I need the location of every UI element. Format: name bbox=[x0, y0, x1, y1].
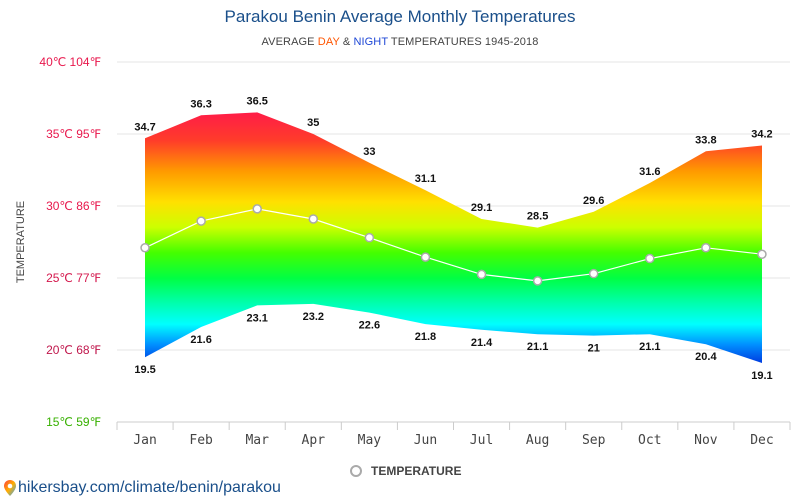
night-value-label: 21 bbox=[588, 343, 600, 355]
day-value-label: 28.5 bbox=[527, 211, 548, 223]
chart-subtitle: AVERAGE DAY & NIGHT TEMPERATURES 1945-20… bbox=[0, 36, 800, 48]
subtitle-amp: & bbox=[339, 36, 354, 48]
y-tick-label: 35℃ 95℉ bbox=[46, 127, 101, 141]
day-value-label: 33 bbox=[363, 146, 375, 158]
legend[interactable]: TEMPERATURE bbox=[350, 464, 461, 478]
average-marker bbox=[645, 253, 655, 264]
night-value-label: 21.1 bbox=[639, 341, 660, 353]
average-marker bbox=[757, 249, 767, 259]
night-value-label: 19.1 bbox=[751, 370, 772, 382]
average-marker bbox=[140, 243, 150, 253]
y-axis-ticks: 40℃ 104℉ 35℃ 95℉ 30℃ 86℉ 25℃ 77℉ 20℃ 68℉ 15℃ … bbox=[39, 55, 101, 429]
day-value-label: 29.1 bbox=[471, 202, 492, 214]
x-tick-label: Dec bbox=[750, 433, 773, 448]
y-tick-label: 30℃ 86℉ bbox=[46, 199, 101, 213]
x-tick-label: Jul bbox=[470, 433, 493, 448]
x-tick-label: May bbox=[358, 433, 382, 448]
day-value-label: 29.6 bbox=[583, 195, 604, 207]
average-temperature-line bbox=[144, 208, 763, 282]
average-marker bbox=[532, 276, 543, 286]
day-night-band bbox=[145, 112, 762, 364]
chart-title: Parakou Benin Average Monthly Temperatur… bbox=[224, 7, 576, 26]
average-marker bbox=[588, 268, 599, 279]
average-marker bbox=[196, 216, 206, 226]
average-marker bbox=[308, 214, 319, 224]
x-tick-label: Sep bbox=[582, 433, 606, 448]
day-value-label: 34.7 bbox=[134, 121, 155, 133]
day-value-label: 31.6 bbox=[639, 166, 660, 178]
x-tick-label: Nov bbox=[694, 433, 718, 448]
legend-marker-icon bbox=[350, 465, 362, 477]
legend-label: TEMPERATURE bbox=[371, 464, 462, 478]
subtitle-prefix: AVERAGE bbox=[261, 36, 318, 48]
day-value-label: 33.8 bbox=[695, 134, 716, 146]
average-marker bbox=[364, 232, 375, 243]
day-value-label: 31.1 bbox=[415, 173, 436, 185]
average-marker bbox=[476, 269, 487, 280]
map-pin-icon bbox=[4, 480, 16, 496]
day-value-label: 36.3 bbox=[190, 98, 211, 110]
day-value-label: 35 bbox=[307, 117, 319, 129]
source-link-text: hikersbay.com/climate/benin/parakou bbox=[18, 479, 281, 496]
y-tick-label: 20℃ 68℉ bbox=[46, 343, 101, 357]
y-axis-title: TEMPERATURE bbox=[15, 201, 27, 283]
night-value-label: 19.5 bbox=[134, 364, 155, 376]
x-tick-label: Oct bbox=[638, 433, 661, 448]
x-tick-label: Aug bbox=[526, 433, 549, 448]
average-marker bbox=[252, 204, 262, 214]
average-marker bbox=[701, 243, 711, 253]
x-axis-ticks: Jan Feb Mar Apr May Jun Jul Aug Sep Oct Nov Dec bbox=[133, 433, 773, 448]
x-tick-label: Feb bbox=[189, 433, 213, 448]
night-value-label: 23.1 bbox=[246, 312, 267, 324]
x-tick-label: Jan bbox=[133, 433, 156, 448]
y-tick-label: 15℃ 59℉ bbox=[46, 415, 101, 429]
x-tick-label: Apr bbox=[302, 433, 326, 448]
subtitle-night: NIGHT bbox=[353, 36, 388, 48]
average-markers bbox=[140, 204, 767, 286]
night-value-label: 21.6 bbox=[190, 334, 211, 346]
y-tick-label: 25℃ 77℉ bbox=[46, 271, 101, 285]
subtitle-suffix: TEMPERATURES 1945-2018 bbox=[387, 36, 539, 48]
night-value-label: 21.8 bbox=[415, 331, 436, 343]
average-marker bbox=[420, 252, 431, 262]
x-tick-label: Jun bbox=[414, 433, 437, 448]
day-value-label: 34.2 bbox=[751, 129, 772, 141]
night-value-label: 22.6 bbox=[359, 320, 380, 332]
night-value-label: 21.1 bbox=[527, 341, 548, 353]
day-value-labels: 34.7 36.3 36.5 35 33 31.1 29.1 28.5 29.6 31.6 33.8… bbox=[134, 95, 772, 222]
night-value-label: 23.2 bbox=[303, 311, 324, 323]
night-value-labels: 19.5 21.6 23.1 23.2 22.6 21.8 21.4 21.1 21 21.1 20… bbox=[134, 311, 772, 382]
source-link[interactable]: hikersbay.com/climate/benin/parakou bbox=[3, 479, 281, 497]
y-tick-label: 40℃ 104℉ bbox=[39, 55, 101, 69]
subtitle-day: DAY bbox=[317, 36, 340, 48]
night-value-label: 21.4 bbox=[471, 337, 493, 349]
day-value-label: 36.5 bbox=[246, 95, 267, 107]
night-value-label: 20.4 bbox=[695, 351, 717, 363]
x-tick-label: Mar bbox=[245, 433, 269, 448]
